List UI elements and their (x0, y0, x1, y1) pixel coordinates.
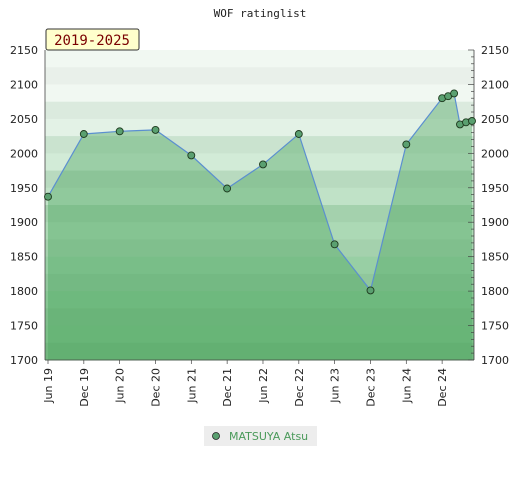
y-tick-label-right: 1900 (481, 216, 509, 229)
background-band (45, 205, 474, 223)
data-point (44, 192, 52, 201)
data-point (115, 127, 124, 136)
y-tick-label-left: 1950 (10, 182, 38, 195)
y-tick-label-right: 1750 (481, 320, 509, 333)
period-badge: 2019-2025 (45, 28, 140, 51)
x-tick-label: Dec 23 (364, 368, 377, 407)
period-badge-text: 2019-2025 (54, 33, 130, 49)
x-tick-label: Jun 21 (185, 368, 198, 404)
data-point (366, 286, 375, 295)
data-point (330, 240, 339, 249)
background-band (45, 256, 474, 275)
background-band (45, 308, 474, 327)
data-point (450, 89, 459, 98)
data-point (468, 117, 476, 125)
x-tick-label: Jun 22 (257, 368, 270, 404)
chart-title: WOF ratinglist (214, 7, 307, 20)
legend-marker (212, 432, 220, 440)
y-tick-label-right: 1950 (481, 182, 509, 195)
background-band (45, 118, 474, 137)
background-band (45, 170, 474, 189)
background-band (45, 222, 474, 240)
background-band (45, 67, 474, 85)
y-tick-label-left: 1800 (10, 285, 38, 298)
legend-label: MATSUYA Atsu (229, 430, 308, 443)
x-tick-label: Jun 19 (42, 368, 55, 404)
background-band (45, 136, 474, 154)
x-tick-label: Dec 20 (149, 368, 162, 407)
y-tick-label-left: 2050 (10, 113, 38, 126)
y-tick-label-left: 2150 (10, 44, 38, 57)
axes-layer: 1700 1700 1750 1750 1800 1800 1850 1850 1900 1900… (10, 44, 509, 407)
y-tick-label-left: 2000 (10, 147, 38, 160)
x-tick-label: Jun 24 (400, 368, 413, 404)
background-band (45, 273, 474, 292)
background-band (45, 325, 474, 344)
background-band (45, 84, 474, 103)
background-band (45, 101, 474, 120)
data-point (223, 184, 232, 193)
y-tick-label-left: 2100 (10, 78, 38, 91)
data-point (187, 151, 196, 160)
data-point (294, 130, 303, 138)
background-band (45, 50, 474, 68)
y-tick-label-left: 1850 (10, 251, 38, 264)
x-tick-label: Jun 20 (114, 368, 127, 404)
background-band (45, 153, 474, 172)
data-point (259, 160, 267, 169)
data-point (151, 125, 160, 134)
y-tick-label-right: 2100 (481, 78, 509, 91)
x-tick-label: Dec 22 (293, 368, 306, 407)
x-tick-label: Dec 21 (221, 368, 234, 407)
legend: MATSUYA Atsu (204, 426, 317, 446)
points-layer (44, 89, 476, 295)
series-area (48, 93, 472, 361)
background-band (45, 239, 474, 258)
y-tick-label-right: 1800 (481, 285, 509, 298)
x-tick-label: Dec 19 (78, 368, 91, 407)
background-band (45, 187, 474, 206)
y-tick-label-right: 2150 (481, 44, 509, 57)
x-tick-label: Jun 23 (329, 368, 342, 404)
background-band (45, 291, 474, 309)
y-tick-label-right: 1700 (481, 354, 509, 367)
background-bands (45, 50, 474, 361)
y-tick-label-right: 2050 (481, 113, 509, 126)
x-tick-label: Dec 24 (436, 368, 449, 407)
data-point (79, 130, 88, 138)
data-point (402, 140, 411, 149)
background-band (45, 342, 474, 361)
y-tick-label-right: 1850 (481, 251, 509, 264)
y-tick-label-left: 1900 (10, 216, 38, 229)
y-tick-label-right: 2000 (481, 147, 509, 160)
y-tick-label-left: 1700 (10, 354, 38, 367)
y-tick-label-left: 1750 (10, 320, 38, 333)
